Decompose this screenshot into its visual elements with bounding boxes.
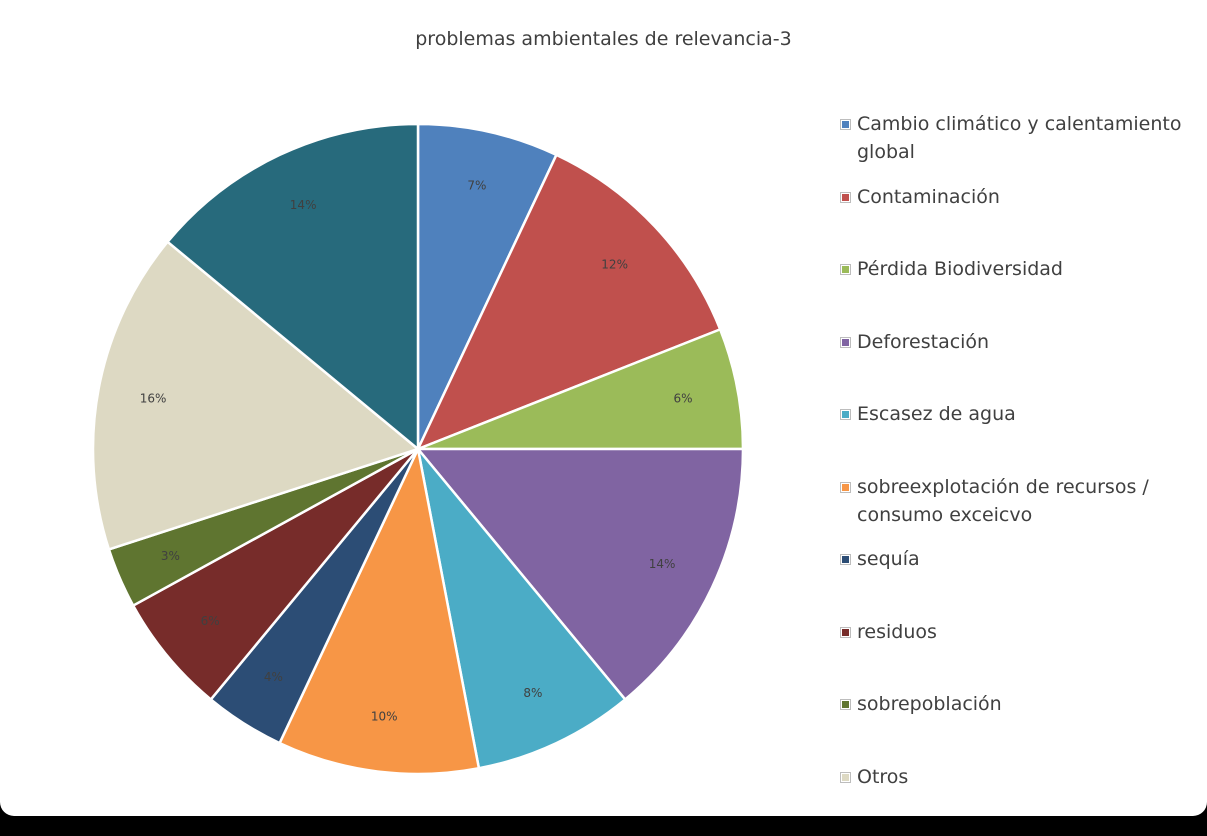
legend-label: Escasez de agua: [857, 400, 1016, 428]
legend: Cambio climático y calentamiento global Co…: [840, 0, 1207, 816]
legend-label: sobrepoblación: [857, 690, 1002, 718]
legend-label: Cambio climático y calentamiento global: [857, 110, 1181, 166]
pie-slice-residuos: [131, 447, 420, 701]
legend-label: Contaminación: [857, 183, 1000, 211]
legend-swatch: [840, 699, 851, 710]
legend-item-otros: Otros: [840, 763, 908, 791]
legend-item-contaminacion: Contaminación: [840, 183, 1000, 211]
data-label-escasez-de-agua: 8%: [523, 686, 542, 700]
legend-item-escasez-de-agua: Escasez de agua: [840, 400, 1016, 428]
legend-label: residuos: [857, 618, 937, 646]
legend-label-line: residuos: [857, 620, 937, 643]
chart-title: problemas ambientales de relevancia-3: [415, 28, 792, 50]
legend-swatch: [840, 119, 851, 130]
data-label-deforestacion: 14%: [649, 557, 676, 571]
data-label-sobrepoblacion: 3%: [161, 549, 180, 563]
data-label-residuos: 6%: [201, 614, 220, 628]
chart-area: problemas ambientales de relevancia-3 7%…: [0, 0, 1207, 816]
data-label-cambio-climatico-y-calentamiento-global: 7%: [467, 179, 486, 193]
legend-item-sobrepoblacion: sobrepoblación: [840, 690, 1002, 718]
pie-slice-otros: [91, 240, 420, 551]
legend-label: Pérdida Biodiversidad: [857, 255, 1063, 283]
pie-slice-sobreexplotacion-de-recursos-consumo-exceicvo: [278, 447, 481, 776]
legend-label-line: Otros: [857, 765, 909, 788]
legend-swatch: [840, 554, 851, 565]
pie-slice-cambio-climatico-y-calentamiento-global: [416, 122, 558, 451]
legend-swatch: [840, 409, 851, 420]
legend-swatch: [840, 264, 851, 275]
legend-label-line: sequía: [857, 548, 920, 570]
pie-slice-perdida-biodiversidad: [416, 328, 745, 451]
data-label-unlabeled-10: 14%: [290, 198, 317, 212]
legend-item-sequia: sequía: [840, 545, 920, 573]
legend-label-line: sobrepoblación: [857, 693, 1002, 715]
legend-item-residuos: residuos: [840, 618, 937, 646]
legend-label-line: Contaminación: [857, 185, 1000, 208]
legend-swatch: [840, 771, 851, 783]
pie-slice-escasez-de-agua: [416, 447, 627, 770]
data-label-perdida-biodiversidad: 6%: [673, 391, 692, 405]
legend-label: Otros: [857, 763, 908, 791]
legend-item-perdida-biodiversidad: Pérdida Biodiversidad: [840, 255, 1063, 283]
legend-label: Deforestación: [857, 328, 989, 356]
legend-item-deforestacion: Deforestación: [840, 328, 989, 356]
data-label-sequia: 4%: [264, 670, 283, 684]
legend-label-line: Pérdida Biodiversidad: [857, 258, 1063, 280]
legend-swatch: [840, 336, 851, 348]
data-label-otros: 16%: [140, 391, 167, 405]
pie-slice-unlabeled-10: [166, 122, 420, 451]
pie-slice-contaminacion: [416, 153, 722, 451]
legend-label: sequía: [857, 545, 920, 573]
data-label-contaminacion: 12%: [601, 257, 628, 271]
legend-label: sobreexplotación de recursos / consumo ex…: [857, 473, 1149, 529]
legend-label-line: Cambio climático y calentamiento: [857, 113, 1182, 135]
pie-chart: 7% 12% 6% 14% 8% 10% 4% 6% 3% 16% 14%: [91, 122, 745, 776]
legend-swatch: [840, 626, 851, 638]
legend-swatch: [840, 191, 851, 203]
legend-item-sobreexplotacion-de-recursos-consumo-exceicvo: sobreexplotación de recursos / consumo ex…: [840, 473, 1149, 529]
legend-label-line: sobreexplotación de recursos /: [857, 475, 1149, 498]
legend-label-line: Deforestación: [857, 330, 990, 353]
legend-swatch: [840, 481, 851, 493]
legend-label-line: consumo exceicvo: [857, 503, 1033, 526]
data-label-sobreexplotacion-de-recursos-consumo-exceicvo: 10%: [371, 710, 398, 724]
pie-slice-deforestacion: [416, 447, 745, 701]
legend-label-line: global: [857, 141, 915, 163]
legend-label-line: Escasez de agua: [857, 403, 1016, 425]
legend-item-cambio-climatico-y-calentamiento-global: Cambio climático y calentamiento global: [840, 110, 1181, 166]
